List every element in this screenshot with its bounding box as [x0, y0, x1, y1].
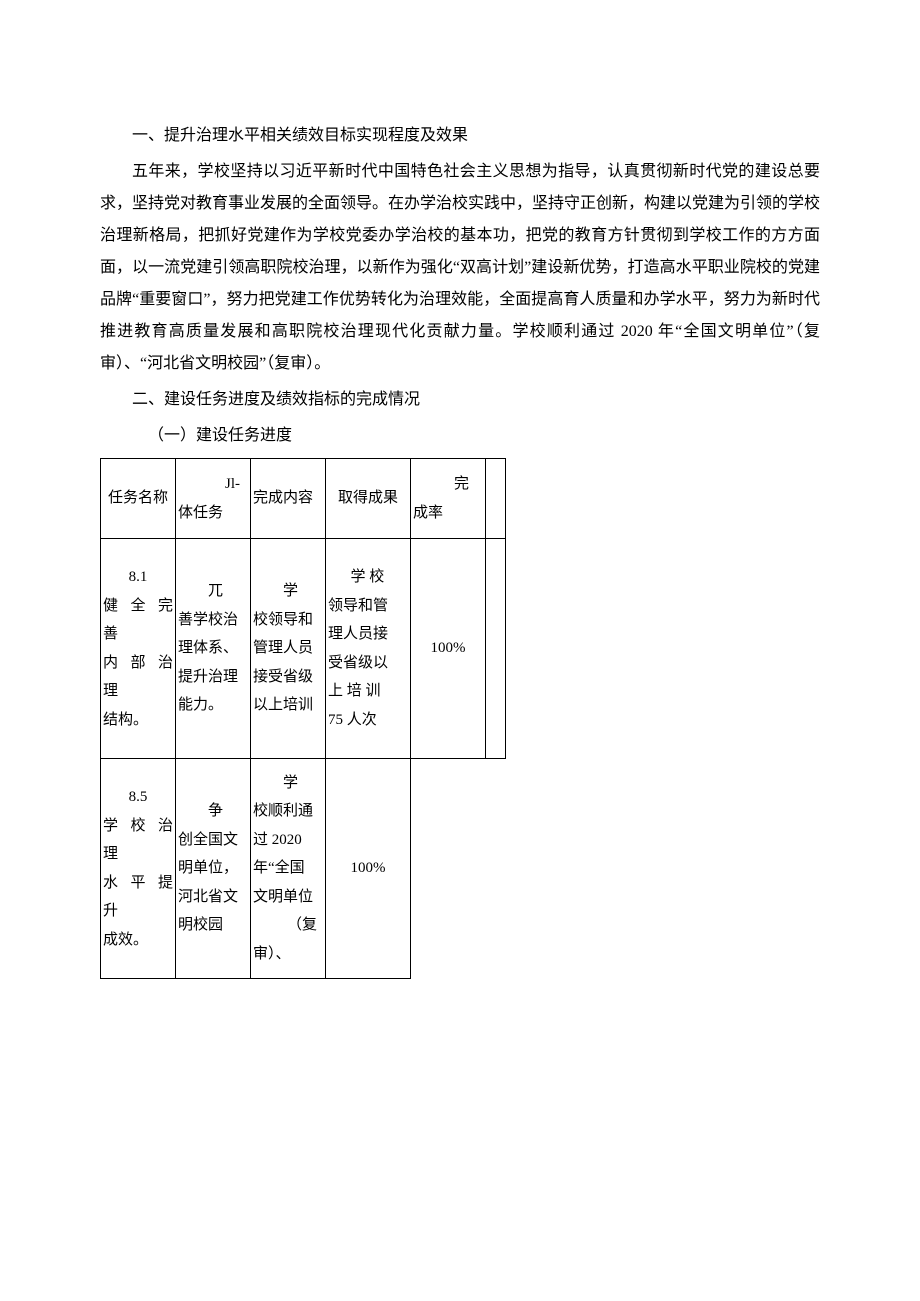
r1-results: 学 校 领导和管 理人员接 受省级以 上 培 训 75 人次: [326, 539, 411, 759]
r2c3-l5: 文明单位: [253, 883, 323, 912]
r1c2-l4: 提升治理: [178, 663, 248, 692]
r2-completed-content: 学 校顺利通 过 2020 年“全国 文明单位 （复 审）、: [251, 759, 326, 979]
r1c2-l1: 兀: [178, 577, 248, 606]
r1c2-l3: 理体系、: [178, 634, 248, 663]
r1c3-l4: 接受省级: [253, 663, 323, 692]
r1c4-l6: 75 人次: [328, 706, 408, 735]
r2c2-l3: 明单位，: [178, 854, 248, 883]
r2c3-l3: 过 2020: [253, 826, 323, 855]
r2-task-name: 8.5 学 校 治 理 水 平 提 升 成效。: [101, 759, 176, 979]
r1c3-l2: 校领导和: [253, 606, 323, 635]
r1c4-l5: 上 培 训: [328, 677, 408, 706]
r2c2-l2: 创全国文: [178, 826, 248, 855]
section2-subheading: （一）建设任务进度: [100, 420, 820, 452]
header-rate-l2: 成率: [413, 499, 483, 528]
r1c3-l3: 管理人员: [253, 634, 323, 663]
r2-sub-task: 争 创全国文 明单位， 河北省文 明校园: [176, 759, 251, 979]
r1c1-l3: 内 部 治 理: [103, 649, 173, 706]
header-sub-task-l2: 体任务: [178, 499, 248, 528]
r1-sub-task: 兀 善学校治 理体系、 提升治理 能力。: [176, 539, 251, 759]
table-row: 8.1 健 全 完 善 内 部 治 理 结构。 兀 善学校治 理体系、 提升治理…: [101, 539, 506, 759]
r1-task-name: 8.1 健 全 完 善 内 部 治 理 结构。: [101, 539, 176, 759]
r2c3-l2: 校顺利通: [253, 797, 323, 826]
header-sub-task: Jl- 体任务: [176, 459, 251, 539]
r2c1-l1: 8.5: [103, 783, 173, 812]
table-row: 8.5 学 校 治 理 水 平 提 升 成效。 争 创全国文 明单位， 河北省文…: [101, 759, 506, 979]
r2c3-l6: （复: [253, 911, 323, 940]
header-rate-l1: 完: [413, 470, 483, 499]
r1c1-l4: 结构。: [103, 706, 173, 735]
header-empty: [486, 459, 506, 539]
r2c2-l4: 河北省文: [178, 883, 248, 912]
r1c2-l5: 能力。: [178, 691, 248, 720]
r1c3-l1: 学: [253, 577, 323, 606]
r1c2-l2: 善学校治: [178, 606, 248, 635]
r1c4-l3: 理人员接: [328, 620, 408, 649]
r1c3-l5: 以上培训: [253, 691, 323, 720]
r1c4-l4: 受省级以: [328, 649, 408, 678]
table-header-row: 任务名称 Jl- 体任务 完成内容 取得成果 完 成率: [101, 459, 506, 539]
section1-paragraph: 五年来，学校坚持以习近平新时代中国特色社会主义思想为指导，认真贯彻新时代党的建设…: [100, 156, 820, 380]
r1-completion-rate: 100%: [411, 539, 486, 759]
section1-heading: 一、提升治理水平相关绩效目标实现程度及效果: [100, 120, 820, 152]
header-completed-content: 完成内容: [251, 459, 326, 539]
r2c2-l1: 争: [178, 797, 248, 826]
r2c2-l5: 明校园: [178, 911, 248, 940]
r2c1-l2: 学 校 治 理: [103, 812, 173, 869]
r1c1-l1: 8.1: [103, 563, 173, 592]
r2c3-l7: 审）、: [253, 940, 323, 969]
section2-heading: 二、建设任务进度及绩效指标的完成情况: [100, 384, 820, 416]
header-results: 取得成果: [326, 459, 411, 539]
r2c1-l3: 水 平 提 升: [103, 869, 173, 926]
r1c4-l2: 领导和管: [328, 592, 408, 621]
r2-completion-rate: 100%: [326, 759, 411, 979]
r2-empty2: [486, 759, 506, 979]
r1c1-l2: 健 全 完 善: [103, 592, 173, 649]
r2-empty1: [411, 759, 486, 979]
r1-empty: [486, 539, 506, 759]
progress-table: 任务名称 Jl- 体任务 完成内容 取得成果 完 成率 8.1 健 全 完 善 …: [100, 458, 506, 979]
header-sub-task-l1: Jl-: [178, 470, 248, 499]
r1-completed-content: 学 校领导和 管理人员 接受省级 以上培训: [251, 539, 326, 759]
r2c3-l4: 年“全国: [253, 854, 323, 883]
header-task-name: 任务名称: [101, 459, 176, 539]
r2c1-l4: 成效。: [103, 926, 173, 955]
r1c4-l1: 学 校: [328, 563, 408, 592]
r2c3-l1: 学: [253, 769, 323, 798]
header-completion-rate: 完 成率: [411, 459, 486, 539]
